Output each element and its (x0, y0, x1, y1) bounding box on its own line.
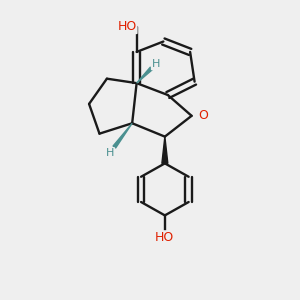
Text: HO: HO (117, 20, 136, 33)
Text: H: H (152, 59, 160, 69)
Text: H: H (106, 148, 114, 158)
Polygon shape (113, 123, 132, 148)
Text: O: O (198, 109, 208, 122)
Polygon shape (136, 67, 153, 83)
Text: HO: HO (155, 231, 175, 244)
Polygon shape (162, 136, 168, 164)
